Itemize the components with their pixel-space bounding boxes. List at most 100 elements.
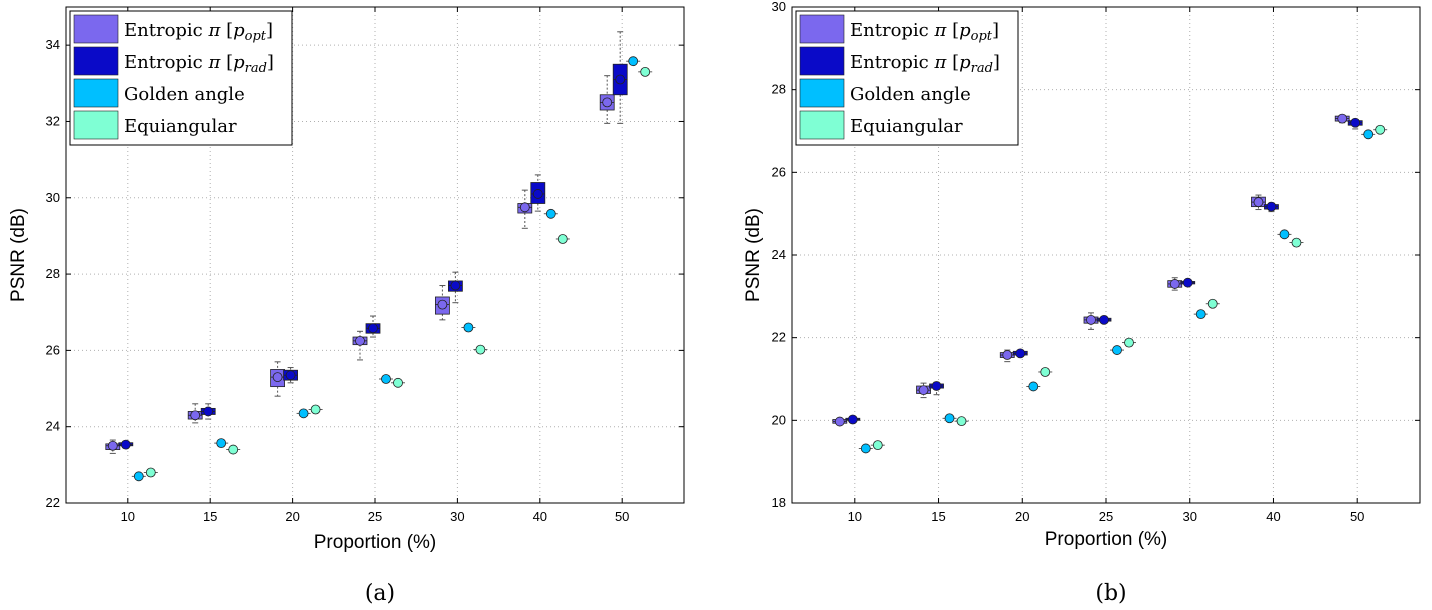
x-tick-label: 30: [1182, 509, 1196, 524]
legend-text: Equiangular: [850, 116, 963, 137]
legend-pi: π: [208, 20, 222, 41]
box-series-1-cat-3: [1096, 314, 1112, 325]
box-series-1-cat-0: [118, 439, 134, 450]
box-series-1-cat-4: [447, 271, 463, 304]
y-tick-label: 28: [46, 266, 60, 281]
legend-bracket: ]: [992, 20, 999, 41]
box-series-1-cat-5: [530, 174, 546, 212]
box-series-0-cat-3: [1083, 312, 1099, 330]
legend-swatch: [799, 14, 845, 44]
point-series-3-cat-2: [1040, 367, 1051, 377]
legend-label: Entropic π [prad]: [850, 52, 1000, 76]
x-tick-label: 50: [1350, 509, 1364, 524]
legend-label: Equiangular: [124, 116, 237, 137]
y-tick-label: 28: [772, 82, 786, 97]
median-marker: [918, 385, 929, 396]
median-marker: [285, 370, 296, 381]
median-marker: [931, 381, 942, 391]
box-series-1-cat-6: [1347, 117, 1363, 130]
median-marker: [272, 372, 283, 382]
box-series-0-cat-5: [1251, 194, 1266, 211]
x-tick-label: 30: [450, 509, 464, 524]
legend: Entropic π [popt] Entropic π [prad] Golden…: [795, 10, 1019, 146]
median-marker: [615, 74, 626, 85]
median-marker: [1253, 197, 1264, 207]
y-tick-label: 26: [772, 164, 786, 179]
y-tick-label: 22: [46, 495, 60, 510]
legend-text: Entropic: [850, 52, 935, 73]
plot-frame: [65, 6, 685, 504]
legend-bracket: [: [946, 20, 959, 41]
y-tick-label: 18: [772, 495, 786, 510]
median-marker: [1169, 279, 1180, 289]
legend-label: Entropic π [popt]: [850, 20, 999, 44]
x-tick-label: 20: [285, 509, 299, 524]
legend: Entropic π [popt]Entropic π [prad]Golden…: [69, 10, 293, 146]
median-marker: [355, 335, 365, 346]
box-series-1-cat-3: [365, 315, 381, 338]
median-marker: [1182, 277, 1193, 288]
point-series-3-cat-6: [1375, 124, 1386, 135]
box-series-1-cat-4: [1180, 277, 1196, 288]
box-series-1-cat-1: [929, 381, 944, 396]
plot-frame: [791, 6, 1421, 504]
box-series-0-cat-4: [1167, 277, 1183, 291]
point-series-2-cat-6: [628, 56, 639, 67]
box-series-0-cat-6: [599, 75, 615, 124]
x-tick-label: 15: [931, 509, 945, 524]
box-series-1-cat-0: [845, 414, 861, 425]
y-axis-label: PSNR (dB): [8, 208, 29, 302]
x-tick-label: 10: [121, 509, 135, 524]
median-marker: [602, 97, 613, 108]
x-tick-label: 50: [615, 509, 629, 524]
x-tick-label: 25: [1099, 509, 1113, 524]
point-series-2-cat-3: [1112, 345, 1122, 355]
box-series-0-cat-2: [270, 361, 286, 397]
point-series-3-cat-5: [1291, 237, 1302, 248]
median-marker: [834, 416, 845, 427]
legend-label: Golden angle: [850, 84, 971, 105]
legend-subscript: rad: [245, 61, 267, 76]
legend-bracket: [: [220, 52, 233, 73]
median-marker: [532, 189, 543, 199]
legend-p: p: [959, 52, 971, 73]
legend-text: Entropic: [124, 52, 209, 73]
legend-swatch: [73, 46, 119, 76]
x-tick-label: 40: [1266, 509, 1280, 524]
y-tick-label: 24: [46, 419, 60, 434]
y-axis-label: PSNR (dB): [743, 208, 764, 302]
box-series-0-cat-2: [999, 349, 1015, 363]
point-series-3-cat-3: [393, 377, 403, 388]
point-series-3-cat-1: [956, 416, 967, 427]
box-series-0-cat-6: [1334, 113, 1350, 124]
point-series-3-cat-5: [557, 234, 568, 244]
box-series-1-cat-5: [1264, 201, 1279, 213]
legend-swatch: [73, 78, 119, 108]
legend-p: p: [959, 20, 971, 41]
legend-swatch: [799, 78, 845, 108]
median-marker: [847, 414, 858, 425]
legend-subscript: opt: [971, 29, 993, 44]
y-tick-label: 24: [772, 247, 786, 262]
median-marker: [368, 323, 378, 334]
chart-panel-b: 18 20 22 24 26 28 30 10 15 20 25 30 40 50 Entropic π […: [743, 0, 1421, 606]
median-marker: [519, 202, 530, 213]
box-series-1-cat-2: [283, 367, 299, 384]
legend-subscript: rad: [971, 61, 993, 76]
legend-bracket: ]: [267, 52, 274, 73]
point-series-2-cat-2: [298, 408, 309, 419]
legend-text: Entropic: [124, 20, 209, 41]
x-axis-label: Proportion (%): [1045, 529, 1168, 550]
chart-panel-a: 22 24 26 28 30 32 34 10 15 20 25 30 40 50 Entropic π […: [8, 6, 685, 606]
legend-label: Entropic π [popt]: [124, 20, 273, 44]
median-marker: [1099, 314, 1109, 325]
point-series-2-cat-6: [1363, 129, 1374, 140]
box-series-1-cat-6: [612, 31, 628, 124]
median-marker: [450, 280, 461, 291]
box-series-0-cat-3: [352, 330, 368, 361]
legend-text: Golden angle: [124, 84, 245, 105]
box-series-1-cat-1: [200, 403, 216, 420]
legend-bracket: [: [946, 52, 959, 73]
x-tick-label: 40: [533, 509, 547, 524]
legend-p: p: [233, 52, 245, 73]
